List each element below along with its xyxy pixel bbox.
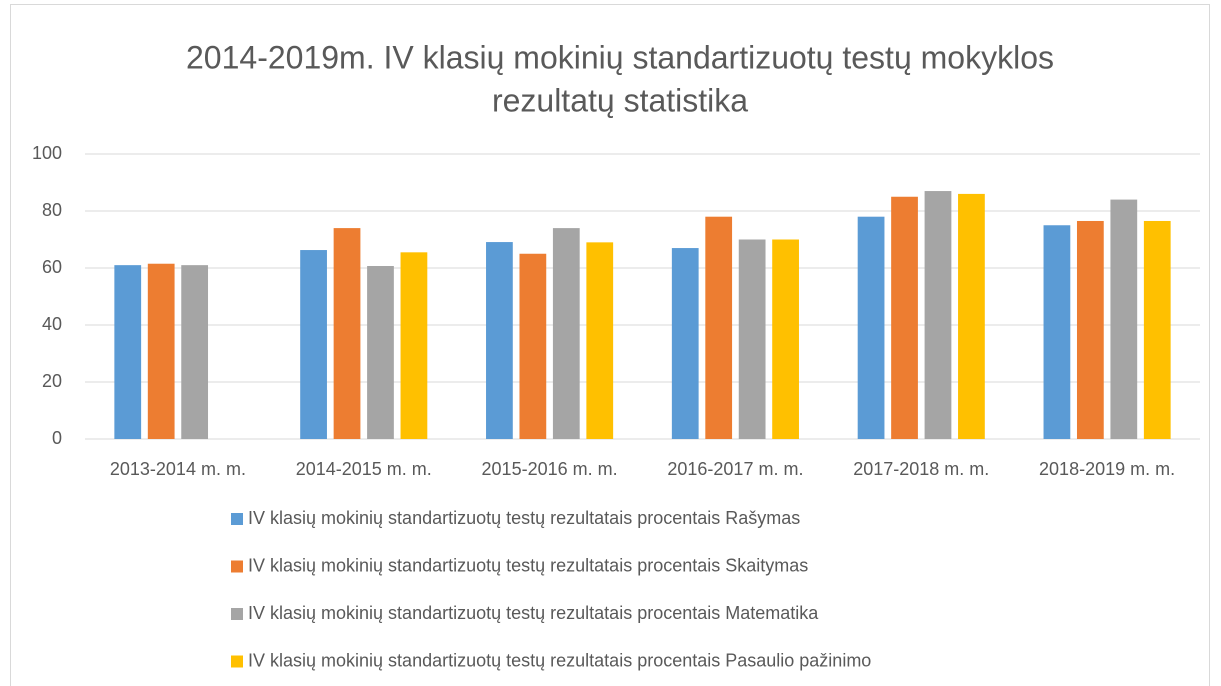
bar bbox=[1110, 199, 1138, 439]
bar bbox=[924, 191, 952, 439]
bar bbox=[857, 216, 885, 439]
y-tick-label: 60 bbox=[42, 257, 62, 277]
bar bbox=[519, 253, 547, 439]
legend-swatch bbox=[231, 655, 243, 668]
x-tick-label: 2015-2016 m. m. bbox=[482, 459, 618, 479]
bar bbox=[181, 265, 209, 439]
legend-label: IV klasių mokinių standartizuotų testų r… bbox=[248, 603, 819, 623]
legend-swatch bbox=[231, 513, 243, 525]
bar bbox=[958, 193, 985, 439]
legend-swatch bbox=[231, 560, 243, 573]
x-tick-label: 2017-2018 m. m. bbox=[853, 459, 989, 479]
bar bbox=[300, 250, 327, 439]
bar bbox=[552, 228, 580, 439]
bar bbox=[586, 242, 614, 439]
y-tick-label: 0 bbox=[52, 428, 62, 448]
x-tick-label: 2018-2019 m. m. bbox=[1039, 459, 1175, 479]
x-tick-label: 2013-2014 m. m. bbox=[110, 459, 246, 479]
bar bbox=[147, 263, 175, 439]
legend-swatch bbox=[231, 608, 243, 620]
bar bbox=[400, 252, 428, 439]
legend-label: IV klasių mokinių standartizuotų testų r… bbox=[248, 508, 800, 528]
bar bbox=[1043, 225, 1071, 439]
bar bbox=[333, 228, 361, 439]
bar bbox=[671, 248, 699, 439]
bar bbox=[486, 242, 513, 439]
bar bbox=[1076, 220, 1104, 439]
chart-title: 2014-2019m. IV klasių mokinių standartiz… bbox=[186, 39, 1054, 75]
bar bbox=[114, 265, 142, 439]
bar bbox=[367, 266, 394, 439]
legend-label: IV klasių mokinių standartizuotų testų r… bbox=[248, 555, 808, 575]
y-tick-label: 80 bbox=[42, 200, 62, 220]
y-tick-label: 100 bbox=[32, 143, 62, 163]
bar bbox=[772, 239, 799, 439]
x-tick-label: 2016-2017 m. m. bbox=[667, 459, 803, 479]
legend-label: IV klasių mokinių standartizuotų testų r… bbox=[248, 650, 871, 670]
bar bbox=[891, 196, 918, 439]
chart-title: rezultatų statistika bbox=[492, 82, 748, 118]
y-tick-label: 20 bbox=[42, 371, 62, 391]
x-tick-label: 2014-2015 m. m. bbox=[296, 459, 432, 479]
bar bbox=[738, 239, 766, 439]
y-tick-label: 40 bbox=[42, 314, 62, 334]
bar bbox=[705, 216, 733, 439]
bar bbox=[1143, 220, 1171, 439]
